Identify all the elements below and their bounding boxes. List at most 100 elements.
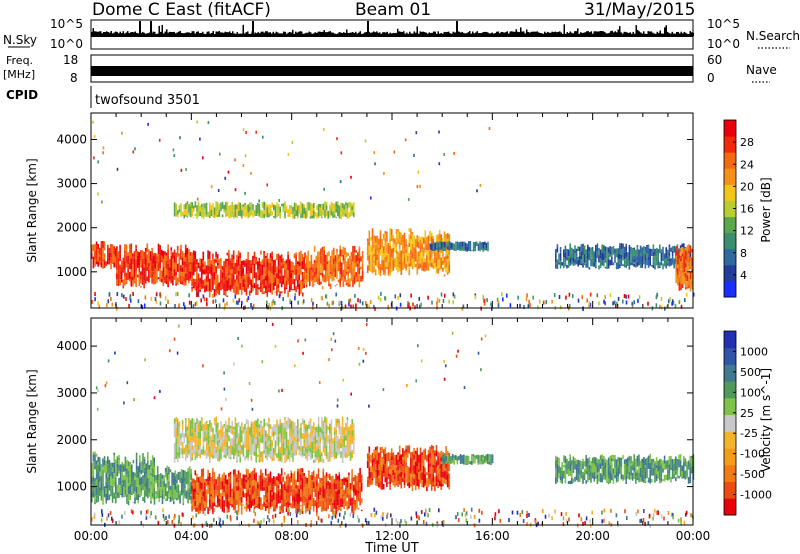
power-cell bbox=[580, 259, 583, 264]
power-cell bbox=[446, 250, 449, 254]
power-cell bbox=[208, 251, 211, 259]
power-cell bbox=[221, 266, 224, 270]
velocity-cell bbox=[215, 424, 217, 433]
velocity-cell bbox=[168, 477, 170, 482]
power-cell bbox=[140, 250, 142, 255]
velocity-cell bbox=[301, 490, 304, 496]
power-cell bbox=[229, 258, 232, 261]
power-cell bbox=[260, 280, 262, 283]
velocity-cell bbox=[277, 426, 280, 435]
velocity-cell bbox=[216, 495, 219, 504]
power-cell bbox=[353, 283, 356, 285]
power-cell bbox=[590, 256, 592, 259]
power-cell bbox=[207, 254, 209, 259]
velocity-cell bbox=[202, 437, 205, 443]
power-cell bbox=[689, 279, 692, 287]
velocity-cell bbox=[292, 428, 294, 434]
power-speckle bbox=[436, 301, 438, 306]
power-speckle bbox=[678, 300, 681, 305]
velocity-cell bbox=[208, 507, 211, 511]
power-cell bbox=[149, 274, 152, 278]
velocity-cell bbox=[218, 473, 221, 477]
velocity-cell bbox=[296, 471, 299, 475]
velocity-cell bbox=[244, 456, 246, 461]
power-cell bbox=[232, 274, 235, 280]
power-cell bbox=[440, 241, 443, 249]
power-cell bbox=[325, 254, 327, 264]
power-cell bbox=[603, 260, 605, 267]
power-cell bbox=[313, 259, 316, 264]
velocity-cell bbox=[266, 499, 269, 502]
power-cell bbox=[237, 210, 240, 214]
power-cell bbox=[426, 244, 428, 251]
velocity-cell bbox=[199, 445, 201, 454]
power-cell bbox=[167, 244, 169, 248]
velocity-cell bbox=[277, 423, 280, 427]
power-cell bbox=[224, 291, 227, 297]
velocity-cell bbox=[200, 496, 203, 506]
power-cell bbox=[325, 263, 327, 272]
power-cell bbox=[667, 261, 669, 265]
velocity-cell bbox=[163, 487, 165, 492]
velocity-cell bbox=[359, 482, 361, 487]
velocity-cell bbox=[121, 477, 123, 481]
velocity-cell bbox=[231, 438, 233, 446]
power-cell bbox=[317, 277, 319, 284]
power-cell bbox=[172, 252, 174, 259]
power-cell bbox=[247, 260, 249, 263]
power-cell bbox=[392, 259, 395, 264]
velocity-cell bbox=[297, 441, 299, 449]
nsky-bar bbox=[595, 31, 597, 36]
power-cell bbox=[635, 249, 637, 258]
velocity-cell bbox=[335, 480, 337, 484]
power-cell bbox=[400, 258, 403, 263]
velocity-cell bbox=[325, 445, 328, 449]
velocity-cell bbox=[156, 473, 159, 481]
power-speckle bbox=[488, 127, 491, 130]
velocity-cell bbox=[368, 461, 371, 468]
power-cell bbox=[688, 253, 690, 263]
power-cell bbox=[100, 247, 103, 256]
power-cell bbox=[419, 257, 422, 264]
power-cell bbox=[437, 251, 439, 260]
power-cell bbox=[348, 202, 350, 208]
power-cell bbox=[162, 277, 165, 285]
power-cell bbox=[168, 276, 171, 280]
power-cell bbox=[242, 204, 245, 207]
power-speckle bbox=[94, 292, 96, 297]
power-cell bbox=[277, 253, 280, 260]
power-cell bbox=[400, 266, 403, 271]
velocity-cell bbox=[142, 475, 144, 484]
power-cell bbox=[295, 254, 297, 263]
velocity-cell bbox=[382, 459, 385, 465]
power-cell bbox=[313, 277, 316, 283]
power-cell bbox=[376, 235, 379, 243]
power-cell bbox=[344, 255, 346, 259]
velocity-cell bbox=[271, 457, 273, 462]
nsky-bar bbox=[295, 31, 297, 36]
power-cell bbox=[444, 247, 446, 251]
power-cell bbox=[619, 245, 621, 254]
velocity-cell bbox=[209, 427, 211, 437]
power-cell bbox=[239, 276, 241, 283]
power-cell bbox=[310, 270, 313, 274]
power-cell bbox=[271, 265, 273, 274]
velocity-cell bbox=[265, 437, 267, 442]
velocity-cell bbox=[174, 476, 177, 479]
power-cell bbox=[157, 254, 160, 263]
power-cell bbox=[125, 263, 128, 268]
power-cell bbox=[427, 241, 430, 246]
power-cell bbox=[110, 263, 112, 270]
power-cell bbox=[622, 248, 624, 256]
velocity-cell bbox=[171, 479, 173, 483]
power-cell bbox=[567, 264, 570, 268]
power-cell bbox=[184, 267, 187, 274]
velocity-cell bbox=[105, 481, 107, 489]
power-cell bbox=[424, 258, 427, 262]
velocity-cell bbox=[94, 501, 96, 505]
power-speckle bbox=[176, 291, 179, 296]
power-cell bbox=[208, 291, 211, 296]
velocity-cell bbox=[107, 488, 109, 496]
power-cell bbox=[212, 209, 214, 216]
power-speckle bbox=[497, 303, 500, 308]
